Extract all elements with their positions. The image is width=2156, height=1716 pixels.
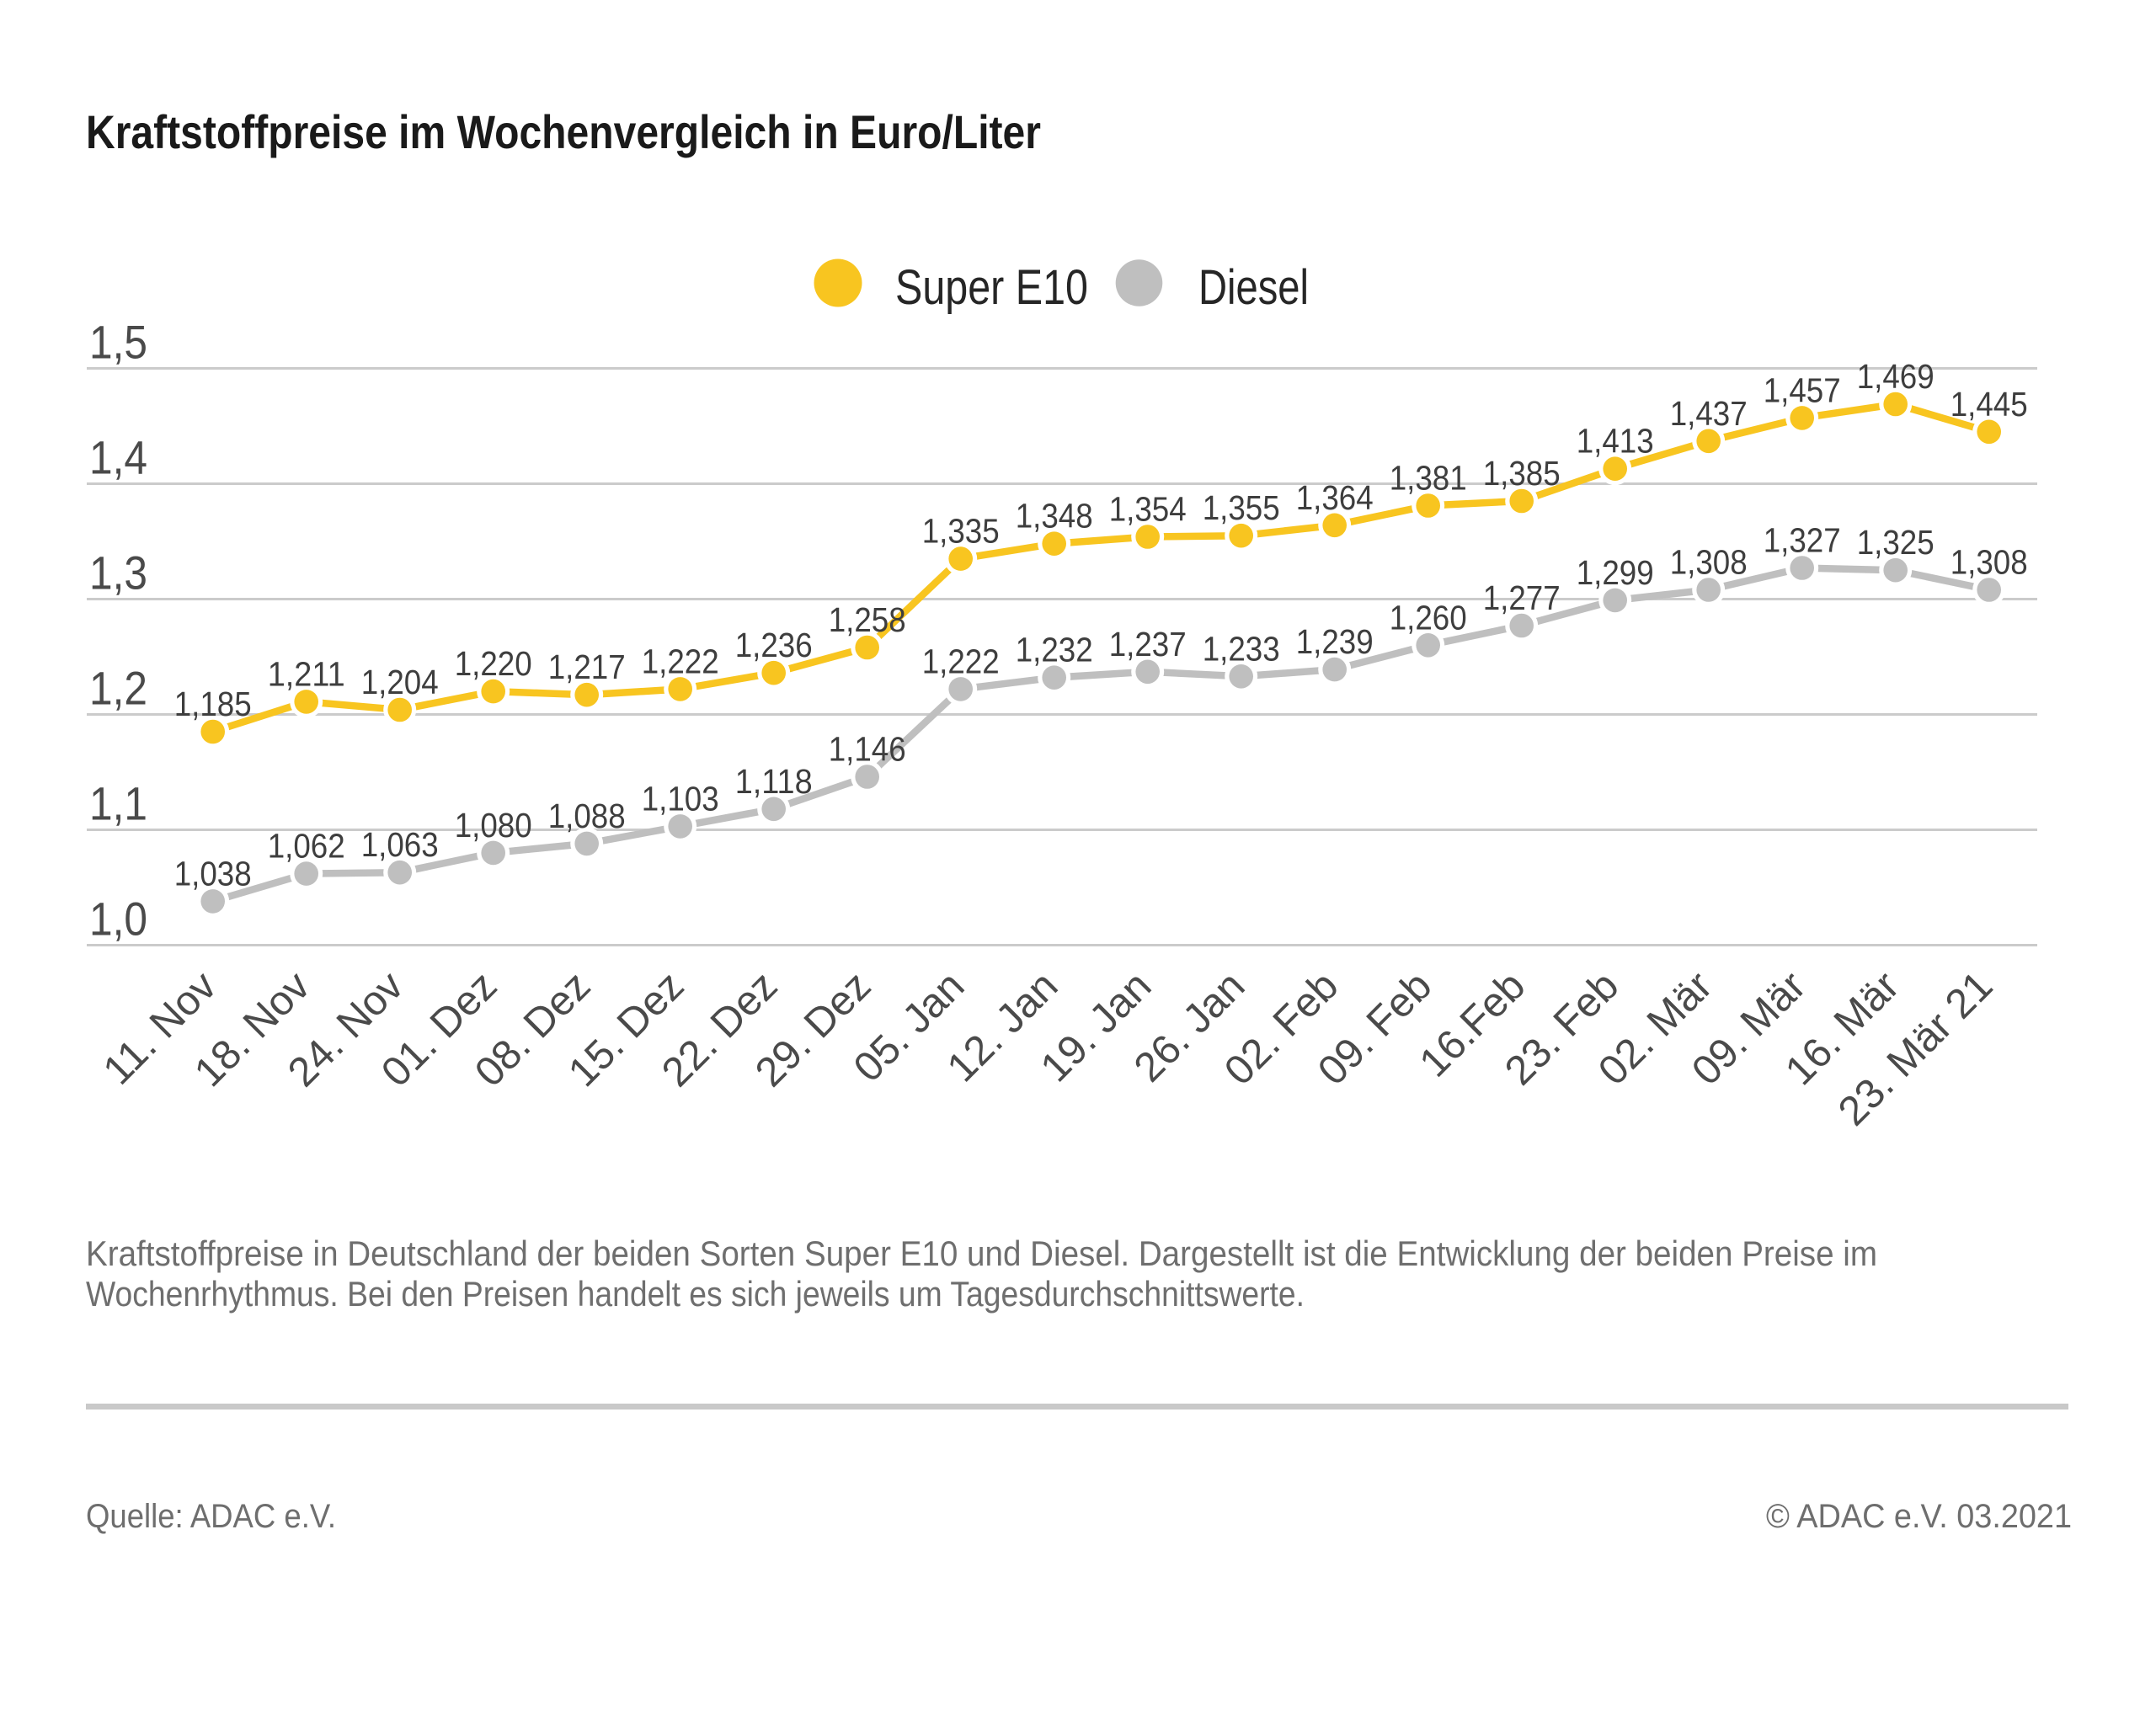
svg-text:1,222: 1,222 bbox=[922, 642, 1000, 680]
svg-text:1,062: 1,062 bbox=[268, 827, 345, 866]
svg-text:1,335: 1,335 bbox=[922, 512, 1000, 551]
svg-text:1,237: 1,237 bbox=[1109, 625, 1187, 663]
svg-text:1,080: 1,080 bbox=[455, 806, 532, 845]
svg-text:1,185: 1,185 bbox=[174, 685, 252, 723]
svg-text:1,1: 1,1 bbox=[89, 777, 147, 830]
svg-text:Kraftstoffpreise im Wochenverg: Kraftstoffpreise im Wochenvergleich in E… bbox=[86, 105, 1041, 158]
svg-text:1,088: 1,088 bbox=[548, 797, 626, 835]
svg-text:1,232: 1,232 bbox=[1016, 631, 1093, 669]
svg-text:1,4: 1,4 bbox=[89, 431, 147, 484]
svg-text:© ADAC e.V. 03.2021: © ADAC e.V. 03.2021 bbox=[1766, 1498, 2072, 1535]
svg-text:1,3: 1,3 bbox=[89, 546, 147, 600]
svg-text:Super E10: Super E10 bbox=[895, 260, 1088, 315]
svg-text:Kraftstoffpreise in Deutschlan: Kraftstoffpreise in Deutschland der beid… bbox=[86, 1234, 1877, 1273]
svg-text:1,364: 1,364 bbox=[1296, 478, 1374, 517]
svg-text:1,469: 1,469 bbox=[1857, 357, 1935, 396]
svg-text:1,2: 1,2 bbox=[89, 662, 147, 715]
svg-text:1,5: 1,5 bbox=[89, 316, 147, 369]
svg-text:1,348: 1,348 bbox=[1016, 497, 1093, 536]
svg-text:1,413: 1,413 bbox=[1577, 422, 1654, 461]
svg-text:1,385: 1,385 bbox=[1483, 454, 1561, 493]
svg-text:Quelle: ADAC e.V.: Quelle: ADAC e.V. bbox=[86, 1498, 336, 1535]
svg-text:1,325: 1,325 bbox=[1857, 523, 1935, 562]
svg-text:1,277: 1,277 bbox=[1483, 578, 1561, 617]
svg-text:1,211: 1,211 bbox=[268, 654, 345, 693]
svg-text:1,204: 1,204 bbox=[361, 663, 439, 701]
svg-text:1,103: 1,103 bbox=[642, 779, 719, 818]
svg-text:1,445: 1,445 bbox=[1951, 385, 2028, 424]
svg-text:1,063: 1,063 bbox=[361, 825, 439, 864]
svg-text:1,381: 1,381 bbox=[1390, 459, 1467, 498]
svg-text:1,258: 1,258 bbox=[829, 600, 906, 639]
svg-text:1,355: 1,355 bbox=[1203, 488, 1280, 527]
svg-text:1,239: 1,239 bbox=[1296, 622, 1374, 661]
svg-text:1,146: 1,146 bbox=[829, 730, 906, 769]
svg-text:1,437: 1,437 bbox=[1670, 394, 1748, 433]
svg-text:1,457: 1,457 bbox=[1764, 370, 1841, 409]
svg-text:1,327: 1,327 bbox=[1764, 521, 1841, 560]
svg-text:Diesel: Diesel bbox=[1198, 260, 1309, 315]
svg-text:1,354: 1,354 bbox=[1109, 490, 1187, 529]
svg-text:1,0: 1,0 bbox=[89, 893, 147, 946]
svg-text:1,233: 1,233 bbox=[1203, 629, 1280, 668]
svg-text:1,222: 1,222 bbox=[642, 642, 719, 680]
svg-text:1,118: 1,118 bbox=[735, 762, 813, 801]
svg-text:1,236: 1,236 bbox=[735, 626, 813, 664]
svg-text:1,217: 1,217 bbox=[548, 647, 626, 686]
svg-text:1,308: 1,308 bbox=[1951, 543, 2028, 582]
svg-text:Wochenrhythmus. Bei den Preise: Wochenrhythmus. Bei den Preisen handelt … bbox=[86, 1274, 1305, 1314]
svg-text:1,038: 1,038 bbox=[174, 854, 252, 893]
svg-text:1,299: 1,299 bbox=[1577, 553, 1654, 592]
svg-text:1,220: 1,220 bbox=[455, 644, 532, 683]
svg-text:1,260: 1,260 bbox=[1390, 598, 1467, 637]
svg-text:1,308: 1,308 bbox=[1670, 543, 1748, 582]
